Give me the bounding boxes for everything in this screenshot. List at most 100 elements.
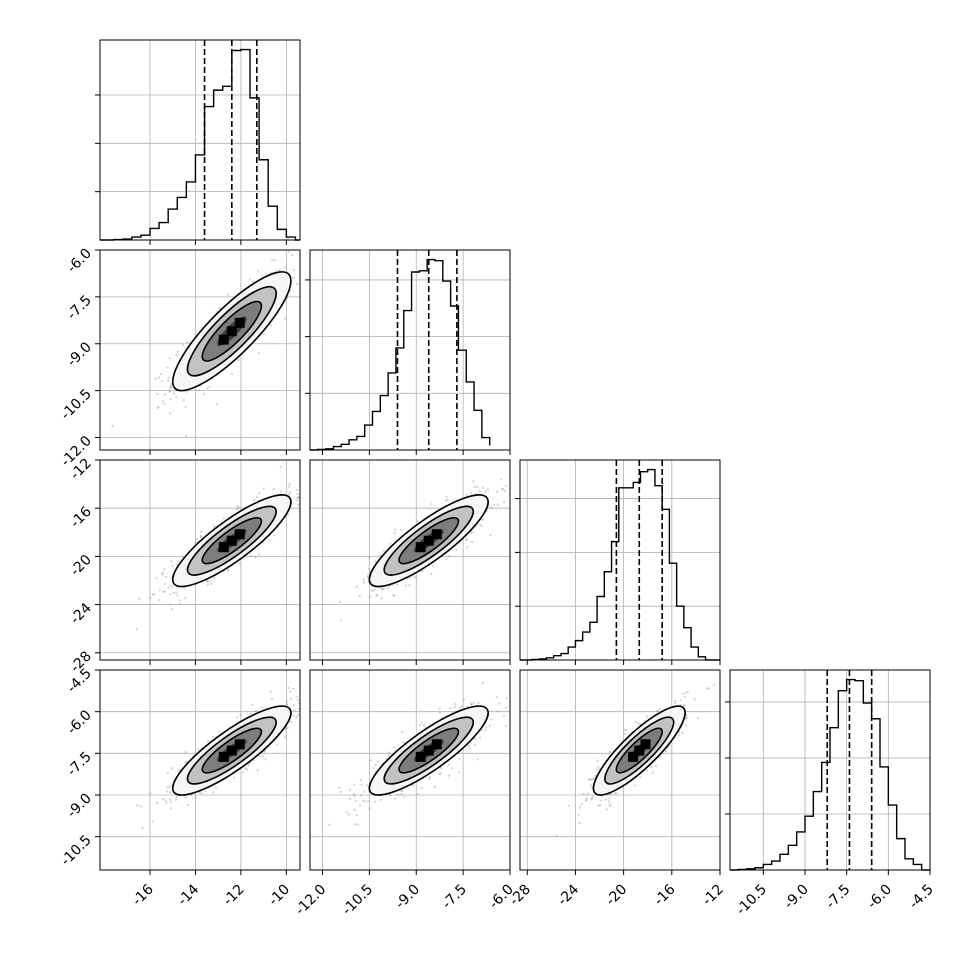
scatter-point: [166, 771, 169, 774]
scatter-point: [170, 607, 173, 611]
scatter-point: [651, 771, 654, 774]
scatter-point: [655, 710, 659, 713]
density-cell: [234, 529, 245, 540]
scatter-point: [176, 559, 179, 563]
scatter-point: [360, 794, 363, 797]
density-cell: [218, 542, 229, 553]
scatter-point: [380, 588, 384, 591]
scatter-point: [637, 721, 640, 725]
scatter-point: [495, 696, 498, 699]
scatter-point: [289, 697, 293, 700]
scatter-point: [300, 258, 302, 260]
scatter-point: [235, 508, 238, 511]
scatter-point: [438, 707, 441, 710]
scatter-point: [170, 767, 173, 770]
scatter-point: [591, 777, 594, 781]
scatter-point: [677, 734, 680, 737]
scatter-point: [207, 739, 210, 743]
density-core: [218, 529, 245, 553]
y-tick-label: -6.0: [64, 707, 95, 738]
scatter-point: [141, 826, 144, 829]
scatter-point: [252, 498, 255, 501]
scatter-point: [169, 800, 172, 803]
scatter-point: [184, 761, 187, 764]
scatter-point: [368, 808, 371, 811]
scatter-point: [296, 499, 299, 502]
scatter-point: [600, 799, 603, 802]
scatter-point: [488, 505, 491, 508]
scatter-point: [712, 683, 716, 686]
scatter-point: [184, 434, 188, 438]
y-tick-label: -10.5: [58, 832, 95, 869]
scatter-point: [178, 599, 181, 602]
scatter-point: [504, 724, 508, 727]
scatter-point: [608, 804, 611, 808]
density-cell: [423, 745, 434, 756]
scatter-point: [414, 576, 418, 579]
scatter-point: [490, 718, 493, 721]
axes-frame: [309, 249, 511, 451]
scatter-point: [151, 820, 154, 823]
y-tick-label: -20: [67, 552, 94, 579]
scatter-point: [157, 376, 161, 379]
scatter-point: [367, 556, 370, 559]
scatter-point: [248, 712, 252, 716]
scatter-point: [368, 570, 371, 573]
scatter-point: [269, 324, 273, 327]
scatter-point: [358, 594, 361, 598]
scatter-point: [294, 245, 296, 247]
density-cell: [634, 745, 645, 756]
scatter-point: [198, 791, 201, 794]
scatter-point: [213, 524, 216, 528]
panel-param-3-vs-param-4: [519, 669, 721, 871]
scatter-point: [595, 768, 598, 771]
scatter-point: [279, 466, 282, 469]
scatter-point: [466, 546, 469, 549]
scatter-point: [276, 743, 279, 746]
scatter-point: [186, 341, 189, 344]
density-cell: [234, 317, 245, 328]
scatter-point: [412, 783, 415, 787]
scatter-point: [363, 581, 366, 584]
scatter-point: [169, 398, 172, 401]
scatter-point: [505, 484, 508, 488]
scatter-point: [290, 720, 293, 724]
scatter-point: [379, 798, 383, 801]
scatter-point: [486, 488, 489, 491]
scatter-point: [673, 699, 677, 703]
scatter-point: [473, 486, 476, 489]
density-cell: [218, 334, 229, 345]
scatter-point: [363, 800, 366, 803]
scatter-point: [355, 585, 358, 588]
scatter-point: [614, 792, 618, 795]
scatter-point: [679, 698, 682, 702]
scatter-point: [168, 797, 171, 801]
scatter-point: [244, 767, 247, 770]
scatter-point: [194, 796, 198, 799]
scatter-point: [365, 784, 368, 787]
scatter-point: [262, 332, 265, 336]
scatter-point: [295, 695, 298, 698]
density-cell: [423, 535, 434, 546]
scatter-point: [448, 554, 451, 557]
scatter-point: [288, 485, 291, 488]
scatter-point: [439, 772, 442, 775]
scatter-point: [370, 589, 373, 592]
scatter-point: [481, 486, 485, 489]
axes-frame: [519, 669, 721, 871]
scatter-point: [587, 777, 591, 781]
scatter-point: [138, 597, 141, 600]
scatter-point: [480, 525, 483, 528]
scatter-point: [184, 596, 187, 600]
scatter-point: [373, 560, 377, 563]
scatter-point: [261, 754, 264, 758]
scatter-point: [268, 539, 271, 542]
scatter-point: [288, 493, 291, 496]
scatter-point: [161, 400, 164, 403]
scatter-point: [176, 350, 180, 353]
x-tick-label: -16: [651, 881, 679, 909]
scatter-point: [197, 748, 200, 751]
scatter-point: [303, 712, 305, 714]
scatter-point: [185, 796, 188, 799]
scatter-point: [165, 801, 168, 804]
